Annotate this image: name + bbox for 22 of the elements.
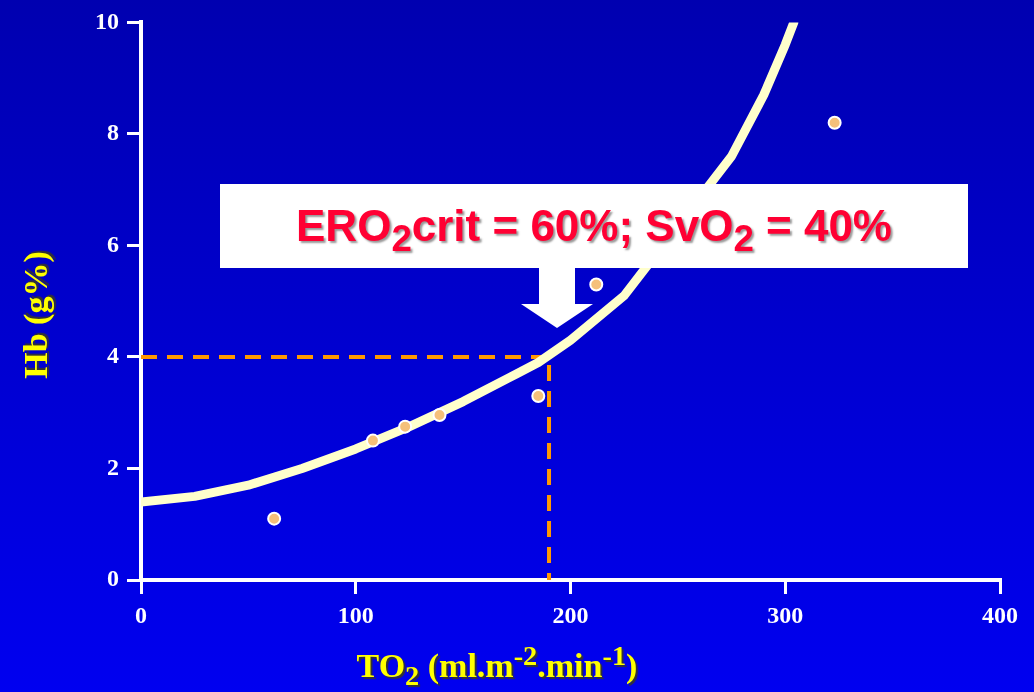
x-axis-title: TO$_{2}$ (ml.m$^{-2}$.min$^{-1}$) xyxy=(356,640,638,692)
y-tick-label: 6 xyxy=(107,230,119,257)
x-tick-label: 300 xyxy=(767,601,804,628)
point xyxy=(365,433,380,448)
x-tick-label: 200 xyxy=(552,601,589,628)
y-tick-label: 0 xyxy=(107,565,119,592)
annotation: ERO$_{2}$crit = 60%; SvO$_{2}$ = 40% xyxy=(296,201,892,259)
y-tick-label: 2 xyxy=(107,453,119,480)
x-tick-label: 400 xyxy=(982,601,1018,628)
point xyxy=(398,419,413,434)
y-tick-label: 10 xyxy=(95,7,119,34)
y-tick-label: 8 xyxy=(107,119,119,146)
y-axis-title: Hb (g%) xyxy=(17,251,54,379)
point xyxy=(531,388,546,403)
point xyxy=(267,511,282,526)
callout-box: ERO$_{2}$crit = 60%; SvO$_{2}$ = 40% xyxy=(220,184,968,268)
x-tick-label: 0 xyxy=(135,601,147,628)
point xyxy=(432,407,447,422)
x-tick-label: 100 xyxy=(337,601,374,628)
point xyxy=(589,277,604,292)
point xyxy=(827,115,842,130)
y-tick-label: 4 xyxy=(107,342,119,369)
